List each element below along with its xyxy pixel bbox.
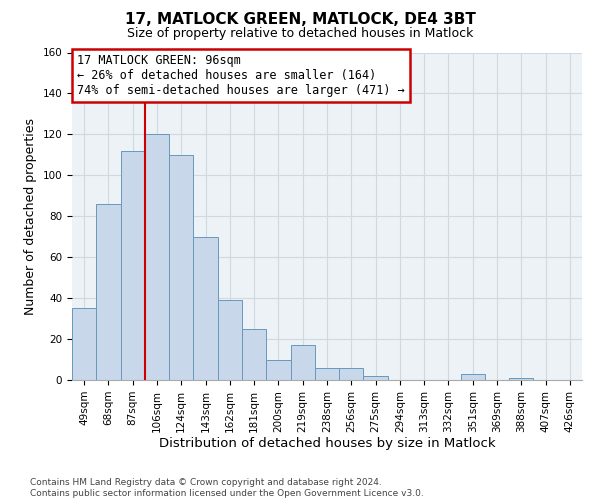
Bar [145, 134, 169, 380]
X-axis label: Distribution of detached houses by size in Matlock: Distribution of detached houses by size … [158, 438, 496, 450]
Text: Contains HM Land Registry data © Crown copyright and database right 2024.
Contai: Contains HM Land Registry data © Crown c… [30, 478, 424, 498]
Bar [266, 360, 290, 380]
Bar [315, 368, 339, 380]
Text: 17 MATLOCK GREEN: 96sqm
← 26% of detached houses are smaller (164)
74% of semi-d: 17 MATLOCK GREEN: 96sqm ← 26% of detache… [77, 54, 405, 97]
Bar [121, 151, 145, 380]
Bar [169, 155, 193, 380]
Bar [339, 368, 364, 380]
Y-axis label: Number of detached properties: Number of detached properties [24, 118, 37, 315]
Bar [461, 374, 485, 380]
Bar [218, 300, 242, 380]
Bar [290, 345, 315, 380]
Bar [72, 308, 96, 380]
Bar [242, 329, 266, 380]
Bar [509, 378, 533, 380]
Bar [96, 204, 121, 380]
Text: Size of property relative to detached houses in Matlock: Size of property relative to detached ho… [127, 28, 473, 40]
Bar [364, 376, 388, 380]
Text: 17, MATLOCK GREEN, MATLOCK, DE4 3BT: 17, MATLOCK GREEN, MATLOCK, DE4 3BT [125, 12, 475, 28]
Bar [193, 236, 218, 380]
